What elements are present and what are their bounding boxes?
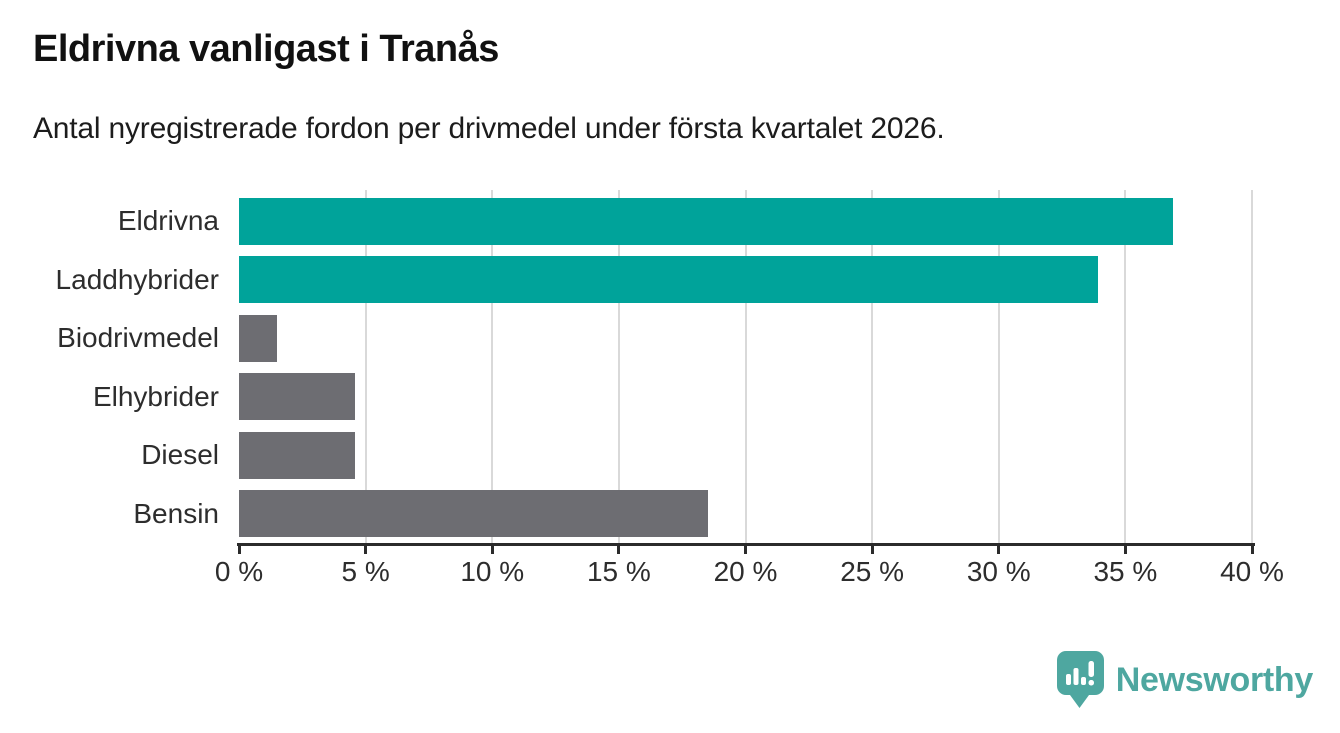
category-label-eldrivna: Eldrivna <box>117 205 219 236</box>
newsworthy-logo-text: Newsworthy <box>1115 660 1314 699</box>
bar-biodrivmedel <box>239 314 277 362</box>
bar-eldrivna <box>239 197 1174 245</box>
category-label-elhybrider: Elhybrider <box>92 380 219 412</box>
x-tick-label-25: 25 % <box>840 556 905 587</box>
x-tick-label-0: 0 % <box>214 556 264 587</box>
x-tick-label-5: 5 % <box>341 556 390 587</box>
category-label-bensin: Bensin <box>133 497 219 529</box>
chart-subtitle: Antal nyregistrerade fordon per drivmede… <box>33 112 945 145</box>
category-label-diesel: Diesel <box>141 439 219 470</box>
gridline-35 <box>1124 190 1127 543</box>
x-tick-40 <box>1250 543 1254 554</box>
chart-title: Eldrivna vanligast i Tranås <box>33 28 499 70</box>
x-tick-label-30: 30 % <box>966 556 1031 587</box>
newsworthy-logo: Newsworthy <box>1056 650 1313 710</box>
bar-diesel <box>239 431 356 479</box>
x-tick-label-10: 10 % <box>460 556 525 587</box>
category-label-biodrivmedel: Biodrivmedel <box>57 322 219 353</box>
gridline-15 <box>617 190 620 543</box>
x-tick-30 <box>997 543 1001 554</box>
bar-laddhybrider <box>239 256 1098 304</box>
gridline-25 <box>871 190 874 543</box>
x-tick-15 <box>617 543 621 554</box>
x-tick-35 <box>1123 543 1127 554</box>
x-tick-20 <box>744 543 747 554</box>
gridline-40 <box>1251 190 1253 543</box>
category-label-laddhybrider: Laddhybrider <box>55 263 219 295</box>
x-tick-25 <box>870 543 874 554</box>
x-tick-label-40: 40 % <box>1220 556 1284 587</box>
gridline-10 <box>491 190 494 543</box>
gridline-20 <box>744 190 747 543</box>
gridline-30 <box>997 190 1000 543</box>
x-tick-label-15: 15 % <box>586 556 651 587</box>
newsworthy-logo-icon <box>1056 651 1104 708</box>
gridline-5 <box>364 190 367 543</box>
x-tick-label-35: 35 % <box>1093 556 1158 587</box>
x-tick-label-20: 20 % <box>713 556 778 587</box>
bar-bensin <box>239 490 708 538</box>
x-tick-5 <box>364 543 368 554</box>
bar-elhybrider <box>239 373 356 421</box>
x-tick-10 <box>490 543 494 554</box>
x-tick-0 <box>237 543 241 554</box>
